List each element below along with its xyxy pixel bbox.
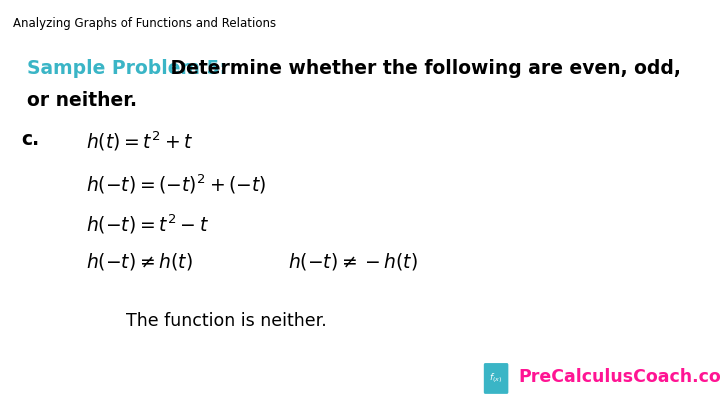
- FancyBboxPatch shape: [483, 362, 509, 394]
- Text: $f_{(x)}$: $f_{(x)}$: [490, 371, 503, 386]
- Text: $h(-t) = t^2 - t$: $h(-t) = t^2 - t$: [86, 213, 210, 236]
- Text: c.: c.: [22, 130, 40, 149]
- Text: $h(-t) \neq h(t)$: $h(-t) \neq h(t)$: [86, 251, 193, 272]
- Text: Sample Problem 5:: Sample Problem 5:: [27, 59, 228, 78]
- Text: or neither.: or neither.: [27, 91, 138, 110]
- Text: Analyzing Graphs of Functions and Relations: Analyzing Graphs of Functions and Relati…: [13, 17, 276, 30]
- Text: Determine whether the following are even, odd,: Determine whether the following are even…: [164, 59, 681, 78]
- Text: $h(t) = t^2 + t$: $h(t) = t^2 + t$: [86, 130, 194, 153]
- Text: PreCalculusCoach.com: PreCalculusCoach.com: [518, 368, 720, 386]
- Text: The function is neither.: The function is neither.: [126, 312, 327, 330]
- Text: $h(-t) \neq -h(t)$: $h(-t) \neq -h(t)$: [288, 251, 418, 272]
- Text: $h(-t) = (-t)^2 + (-t)$: $h(-t) = (-t)^2 + (-t)$: [86, 172, 267, 196]
